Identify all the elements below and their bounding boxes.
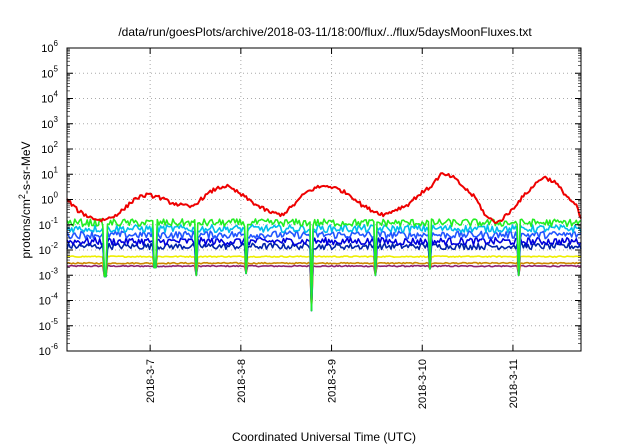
- series-line-cyan: [66, 224, 582, 312]
- y-tick-label: 10-5: [39, 317, 59, 333]
- x-tick-label: 2018-3-11: [508, 359, 520, 408]
- y-tick-base: 10: [41, 195, 53, 207]
- y-tick-label: 102: [41, 140, 58, 156]
- y-tick-label: 10-4: [39, 292, 59, 308]
- grid: [67, 48, 581, 351]
- series-line-orange: [66, 261, 582, 312]
- series-group: [66, 172, 582, 312]
- x-tick-label: 2018-3-10: [417, 359, 429, 409]
- plot-frame: [66, 47, 582, 352]
- y-tick-label: 103: [41, 115, 58, 131]
- y-tick-base: 10: [39, 296, 51, 308]
- x-tick-label: 2018-3-9: [327, 359, 339, 403]
- y-ticks: 10-610-510-410-310-210-11001011021031041…: [39, 39, 581, 358]
- series-line-green: [66, 218, 582, 312]
- y-tick-exponent: 2: [54, 140, 59, 149]
- y-tick-base: 10: [39, 321, 51, 333]
- y-tick-exponent: -3: [51, 266, 59, 275]
- y-tick-label: 10-1: [39, 216, 59, 232]
- series-line-red: [66, 172, 582, 225]
- y-tick-label: 10-3: [39, 266, 59, 282]
- x-tick-label: 2018-3-8: [236, 359, 248, 403]
- y-tick-base: 10: [39, 220, 51, 232]
- chart-title: /data/run/goesPlots/archive/2018-03-11/1…: [118, 25, 532, 39]
- y-axis-label-part: -s-sr-MeV: [19, 141, 33, 194]
- y-tick-base: 10: [41, 68, 53, 80]
- y-tick-exponent: 1: [54, 165, 59, 174]
- series-line-purple: [66, 264, 582, 312]
- y-axis-label-superscript: 2: [17, 194, 27, 199]
- y-axis-label: protons/cm2-s-sr-MeV: [17, 141, 33, 258]
- x-ticks: 2018-3-7 2018-3-8 2018-3-9 2018-3-10 2018-3-…: [145, 48, 520, 409]
- x-axis-label: Coordinated Universal Time (UTC): [232, 430, 416, 444]
- y-tick-exponent: -6: [51, 342, 59, 351]
- y-tick-exponent: 0: [54, 191, 59, 200]
- y-tick-base: 10: [39, 346, 51, 358]
- y-tick-base: 10: [39, 270, 51, 282]
- y-tick-exponent: -2: [51, 241, 59, 250]
- y-tick-base: 10: [39, 245, 51, 257]
- y-tick-label: 100: [41, 191, 58, 207]
- y-tick-base: 10: [41, 94, 53, 106]
- y-tick-exponent: -5: [51, 317, 59, 326]
- y-tick-exponent: 3: [54, 115, 59, 124]
- y-tick-exponent: -4: [51, 292, 59, 301]
- y-tick-exponent: 5: [54, 64, 59, 73]
- y-tick-base: 10: [41, 144, 53, 156]
- y-tick-label: 106: [41, 39, 58, 55]
- y-tick-base: 10: [41, 119, 53, 131]
- y-tick-base: 10: [41, 43, 53, 55]
- y-tick-base: 10: [41, 169, 53, 181]
- y-axis-label-text: protons/cm2-s-sr-MeV: [17, 141, 33, 258]
- y-tick-exponent: -1: [51, 216, 59, 225]
- y-tick-label: 105: [41, 64, 58, 80]
- y-tick-exponent: 4: [54, 90, 59, 99]
- y-tick-label: 10-2: [39, 241, 59, 257]
- y-tick-exponent: 6: [54, 39, 59, 48]
- y-tick-label: 10-6: [39, 342, 59, 358]
- y-axis-label-part: protons/cm: [19, 199, 33, 258]
- x-tick-label: 2018-3-7: [145, 359, 157, 403]
- y-tick-label: 101: [41, 165, 58, 181]
- y-tick-label: 104: [41, 90, 58, 106]
